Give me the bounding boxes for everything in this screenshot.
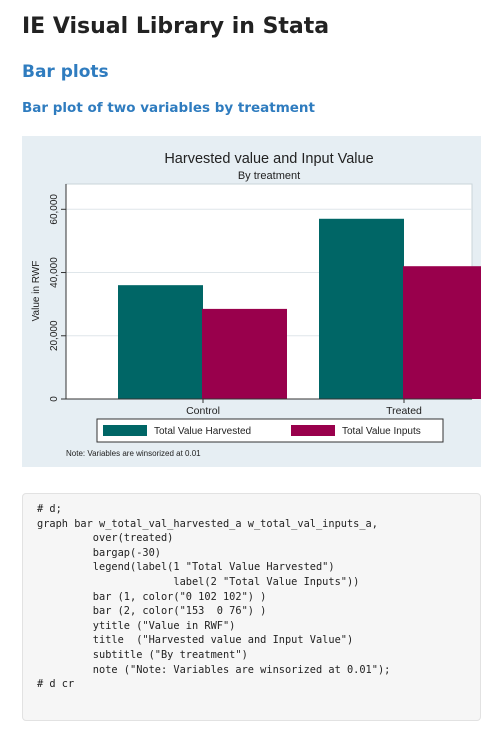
bar-control-harvested (118, 285, 203, 399)
code-text: # d; graph bar w_total_val_harvested_a w… (37, 502, 466, 692)
y-tick-label: 20,000 (49, 320, 60, 351)
page-title: IE Visual Library in Stata (22, 14, 330, 39)
code-line: note ("Note: Variables are winsorized at… (92, 663, 391, 676)
bar-control-inputs (202, 308, 287, 399)
chart-title: Harvested value and Input Value (164, 151, 373, 167)
code-block: # d; graph bar w_total_val_harvested_a w… (22, 493, 481, 721)
bar-treated-inputs (403, 266, 481, 399)
section-heading: Bar plots (22, 62, 109, 82)
code-line: ytitle ("Value in RWF") (92, 619, 236, 632)
code-line: legend(label(1 "Total Value Harvested") (92, 561, 335, 574)
y-axis-label: Value in RWF (31, 261, 42, 322)
chart-figure: 0 20,000 40,000 60,000 Control Treated Harve… (22, 136, 481, 467)
y-tick-label: 60,000 (49, 194, 60, 225)
code-line: title ("Harvested value and Input Value"… (92, 634, 354, 647)
bar-treated-harvested (319, 218, 404, 399)
legend-swatch-harvested (103, 425, 147, 436)
chart-note: Note: Variables are winsorized at 0.01 (66, 449, 201, 458)
code-line: bargap(-30) (92, 546, 161, 559)
code-line: bar (2, color("153 0 76") ) (92, 605, 267, 618)
code-line: subtitle ("By treatment") (92, 648, 248, 661)
code-line: over(treated) (92, 532, 174, 545)
code-line: graph bar w_total_val_harvested_a w_tota… (37, 517, 378, 530)
code-line: bar (1, color("0 102 102") ) (92, 590, 267, 603)
bar-chart: 0 20,000 40,000 60,000 Control Treated Harve… (31, 151, 481, 458)
code-line: label(2 "Total Value Inputs")) (173, 575, 360, 588)
legend-label-inputs: Total Value Inputs (342, 426, 421, 437)
x-tick-label: Treated (386, 405, 422, 417)
x-tick-label: Control (186, 405, 220, 417)
code-line: # d cr (37, 678, 75, 691)
y-tick-label: 0 (49, 396, 60, 402)
legend-swatch-inputs (291, 425, 335, 436)
legend-box (96, 418, 444, 443)
chart-subtitle: By treatment (238, 170, 300, 182)
subsection-heading: Bar plot of two variables by treatment (22, 100, 315, 116)
legend-label-harvested: Total Value Harvested (154, 426, 251, 437)
code-line: # d; (37, 503, 62, 515)
y-tick-label: 40,000 (49, 257, 60, 288)
